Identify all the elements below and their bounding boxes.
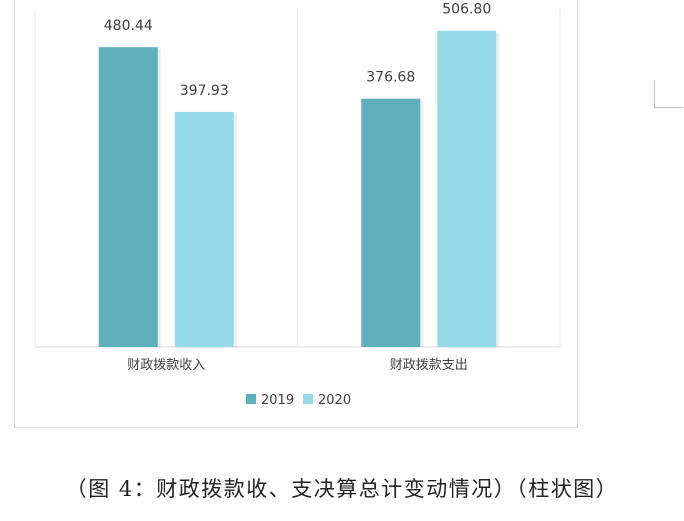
- value-label: 376.68: [366, 70, 415, 86]
- legend-swatch: [246, 394, 256, 404]
- category-label: 财政拨款收入: [127, 358, 205, 373]
- legend-swatch: [303, 394, 313, 404]
- page-corner-mark: [654, 80, 683, 108]
- bar-2020-1: [437, 30, 497, 347]
- value-label: 480.44: [104, 18, 153, 34]
- bars: [98, 30, 500, 348]
- bar-2020-0: [174, 111, 234, 348]
- category-label: 财政拨款支出: [390, 358, 468, 373]
- figure-caption: （图 4：财政拨款收、支决算总计变动情况）（柱状图）: [65, 477, 619, 501]
- bar-chart: 480.44 397.93 376.68 506.80 财政拨款收入 财政拨款支出 20…: [34, 2, 561, 408]
- legend: 2019 2020: [246, 393, 351, 408]
- legend-label: 2019: [261, 393, 294, 408]
- category-labels: 财政拨款收入 财政拨款支出: [127, 358, 468, 373]
- bar-2019-1: [361, 98, 421, 347]
- value-label: 506.80: [442, 2, 491, 18]
- legend-label: 2020: [318, 393, 351, 408]
- bar-2019-0: [98, 47, 158, 347]
- value-label: 397.93: [180, 83, 229, 99]
- data-labels: 480.44 397.93 376.68 506.80: [104, 2, 492, 99]
